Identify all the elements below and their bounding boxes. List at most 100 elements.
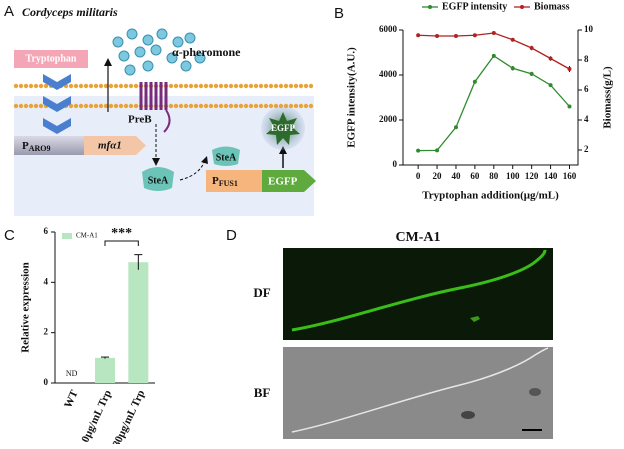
lipid [238, 83, 244, 89]
lipid [298, 83, 304, 89]
lipid [33, 83, 39, 89]
y2-tick-label: 6 [584, 84, 589, 94]
lipid [233, 103, 239, 109]
y2-tick-label: 8 [584, 54, 589, 64]
lipid [248, 83, 254, 89]
hypha-brightfield [291, 347, 549, 433]
spot [470, 316, 480, 322]
bf-image [283, 347, 553, 439]
panel-label: B [334, 5, 344, 22]
lipid [203, 83, 209, 89]
gene: mfα1 [98, 140, 122, 152]
lipid [188, 83, 194, 89]
diagram: Cordyceps militaris Tryptophan α-pheromo… [13, 5, 316, 216]
uptake-arrows [43, 74, 71, 134]
sphere [124, 64, 136, 76]
promoter-box [206, 170, 262, 192]
lipid [18, 103, 24, 109]
x-tick-label: 100 [506, 171, 520, 181]
y-tick-label: 0 [44, 377, 49, 387]
promoter-sub: ARO9 [29, 144, 51, 153]
axis [402, 30, 579, 166]
legend-label: CM-A1 [76, 232, 98, 240]
lipid [243, 83, 249, 89]
lipid [193, 103, 199, 109]
sphere [156, 28, 168, 40]
point [472, 33, 477, 38]
lipid [223, 83, 229, 89]
lipid [73, 83, 79, 89]
lipid [68, 83, 74, 89]
x-tick-label: 40 [451, 171, 461, 181]
lipid [38, 83, 44, 89]
point [529, 46, 534, 50]
lipid [28, 83, 34, 89]
legend-label: Biomass [534, 1, 570, 12]
point [491, 53, 496, 58]
lipid [293, 103, 299, 109]
arrowhead [201, 156, 208, 164]
point [548, 83, 553, 88]
lipid [13, 103, 19, 109]
lipid [103, 83, 109, 89]
lipid [123, 83, 129, 89]
factor-bound-shape [212, 146, 240, 166]
x-tick-label: 20 [433, 171, 443, 181]
lipid [258, 83, 264, 89]
point [435, 148, 440, 153]
significance: *** [111, 226, 132, 241]
lipid [198, 83, 204, 89]
point [567, 67, 572, 71]
x-tick-label: 0 [416, 171, 421, 181]
lipid [243, 103, 249, 109]
point [510, 37, 515, 42]
organism: Cordyceps militaris [22, 5, 118, 19]
lipid [133, 83, 139, 89]
point [416, 33, 421, 38]
x-tick-label: 80 [489, 171, 499, 181]
pheromone: α-pheromone [172, 45, 241, 59]
lipid [198, 103, 204, 109]
df-image [283, 248, 553, 340]
factor-bound: SteA [216, 152, 237, 163]
lipid [288, 103, 294, 109]
lipid [188, 103, 194, 109]
point [529, 71, 534, 76]
lipid [293, 83, 299, 89]
factor: SteA [148, 175, 169, 186]
legend-marker [520, 5, 524, 9]
lipid [288, 83, 294, 89]
sphere [126, 28, 138, 40]
lipid [263, 83, 269, 89]
lipid [208, 83, 214, 89]
bar [128, 262, 149, 383]
lipid [173, 83, 179, 89]
lipid [108, 83, 114, 89]
lipid [98, 83, 104, 89]
promoter-main: P [22, 140, 29, 152]
promoter: PFUS1 [212, 175, 238, 188]
x-tick-label: 140 [544, 171, 558, 181]
y2-tick-label: 4 [584, 114, 589, 124]
legend-marker [428, 5, 432, 9]
lipid [118, 83, 124, 89]
micrograph: CM-A1 DF BF [253, 230, 553, 439]
sphere [112, 36, 124, 48]
sphere [166, 52, 178, 64]
lipid [203, 103, 209, 109]
y-tick-label: 2 [44, 327, 49, 337]
cytoplasm [14, 96, 314, 216]
lipid [18, 83, 24, 89]
lipid [308, 103, 314, 109]
y-axis-label: Relative expression [20, 262, 32, 353]
image-label: BF [254, 385, 271, 400]
lipid [283, 83, 289, 89]
lipid [308, 83, 314, 89]
factor-shape [142, 167, 174, 191]
lipid [213, 103, 219, 109]
lipid [218, 83, 224, 89]
lipid [248, 103, 254, 109]
y-tick-label: 4000 [379, 69, 398, 79]
lipid [238, 103, 244, 109]
